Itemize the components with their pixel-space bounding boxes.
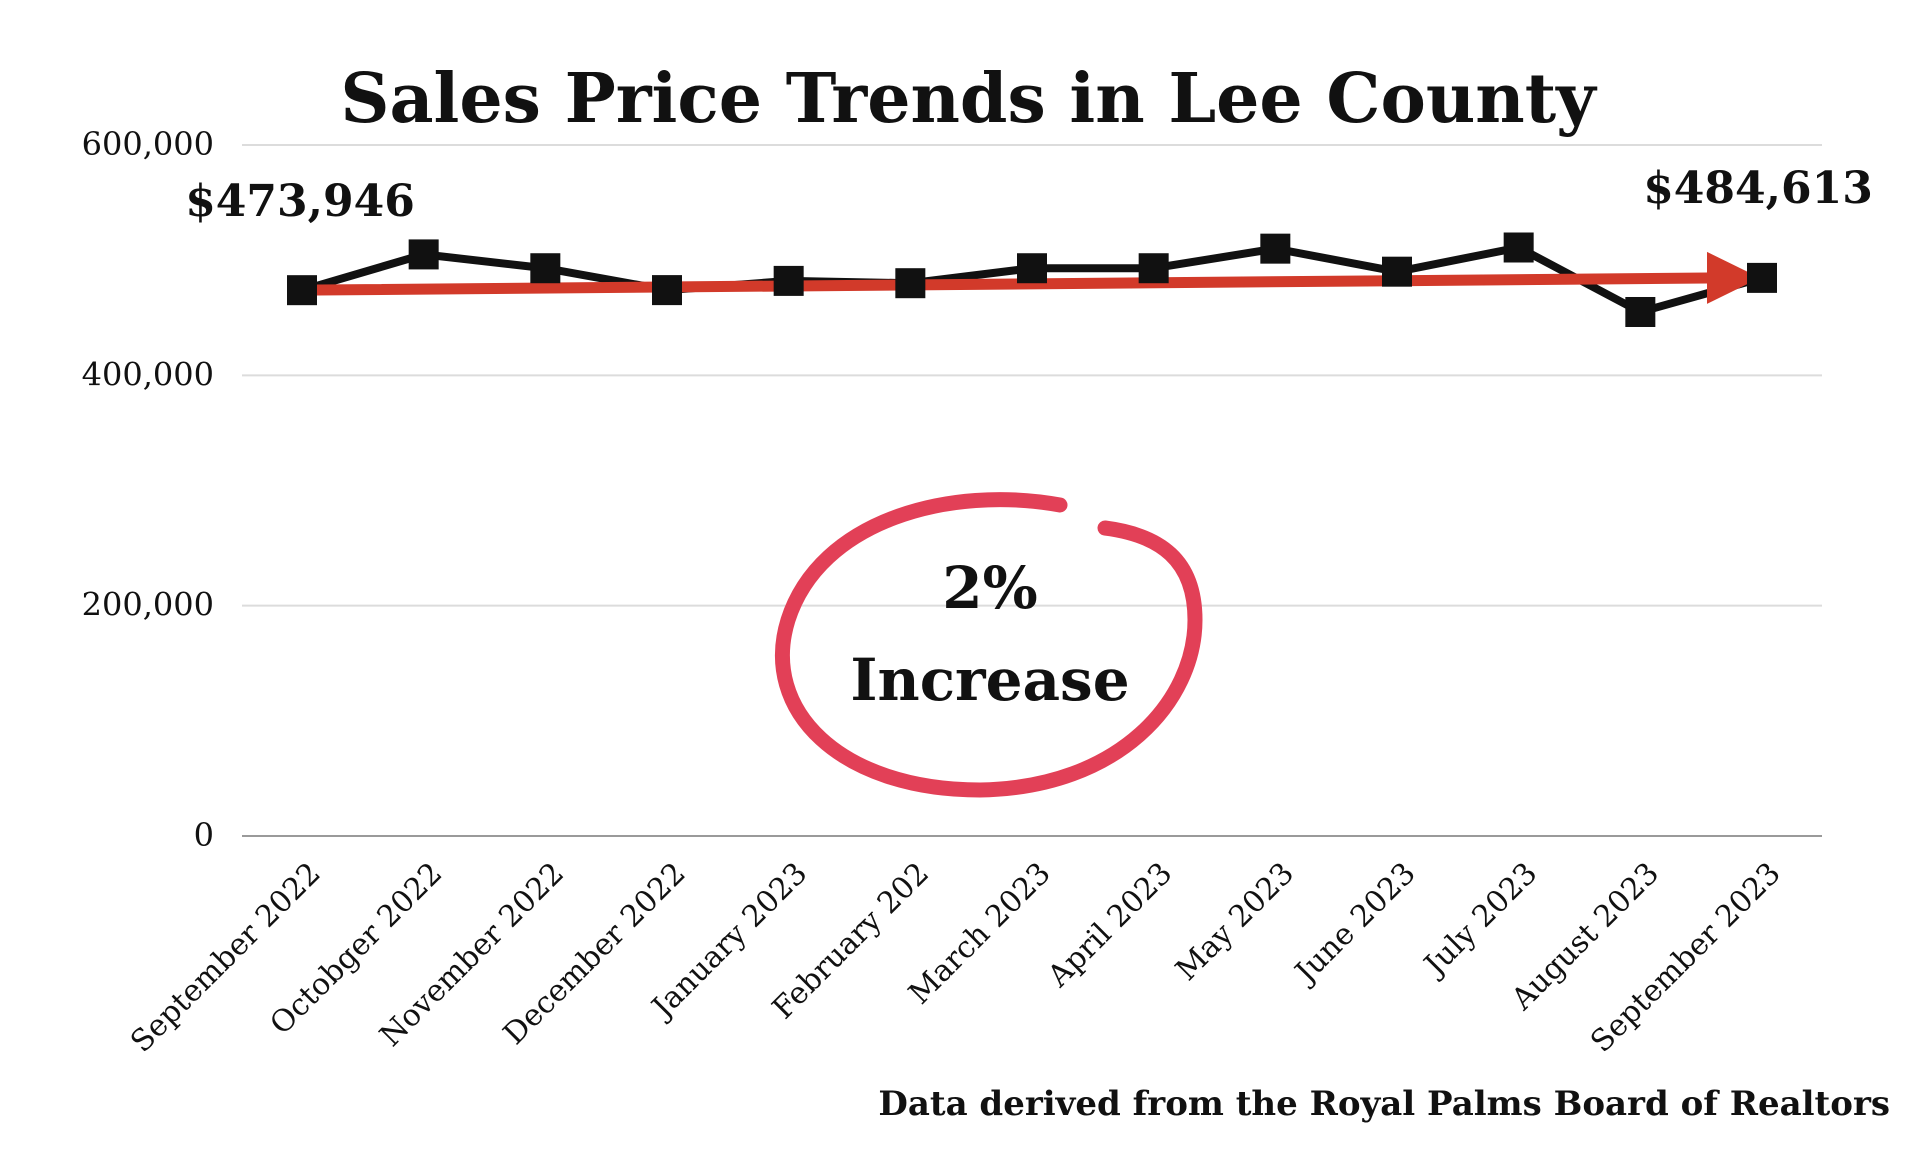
y-tick-label: 400,000 bbox=[82, 355, 214, 393]
data-point-marker bbox=[652, 275, 682, 306]
data-point-marker bbox=[408, 239, 439, 270]
data-point-marker bbox=[1260, 233, 1291, 264]
end-value-label: $484,613 bbox=[1643, 163, 1873, 214]
data-point-marker bbox=[773, 265, 804, 296]
trend-arrow-shaft bbox=[296, 272, 1728, 296]
series-markers bbox=[287, 232, 1777, 327]
trend-arrow bbox=[296, 251, 1760, 304]
data-point-marker bbox=[1382, 256, 1412, 287]
data-point-marker bbox=[530, 253, 561, 284]
data-point-marker bbox=[1503, 232, 1534, 263]
x-tick-label: July 2023 bbox=[1416, 856, 1545, 985]
y-tick-label: 200,000 bbox=[82, 586, 214, 624]
x-tick-label: June 2023 bbox=[1287, 856, 1423, 992]
data-point-marker bbox=[1017, 253, 1047, 284]
trend-arrow-head bbox=[1707, 251, 1760, 304]
y-tick-label: 600,000 bbox=[82, 125, 214, 163]
data-point-marker bbox=[1747, 262, 1777, 293]
start-value-label: $473,946 bbox=[185, 176, 415, 227]
source-note: Data derived from the Royal Palms Board … bbox=[878, 1084, 1890, 1124]
data-point-marker bbox=[1138, 253, 1169, 284]
change-percent: 2% bbox=[942, 554, 1037, 622]
increase-circle bbox=[775, 492, 1203, 798]
data-point-marker bbox=[287, 275, 317, 306]
chart-title: Sales Price Trends in Lee County bbox=[340, 59, 1598, 139]
gridlines bbox=[242, 144, 1822, 837]
data-point-marker bbox=[1625, 296, 1656, 327]
y-tick-label: 0 bbox=[194, 816, 214, 854]
change-label: Increase bbox=[850, 646, 1129, 714]
y-axis-ticks: 0 200,000 400,000 600,000 bbox=[82, 125, 214, 854]
data-point-marker bbox=[895, 268, 926, 299]
x-tick-label: April 2023 bbox=[1041, 856, 1180, 995]
x-tick-label: May 2023 bbox=[1169, 856, 1301, 988]
